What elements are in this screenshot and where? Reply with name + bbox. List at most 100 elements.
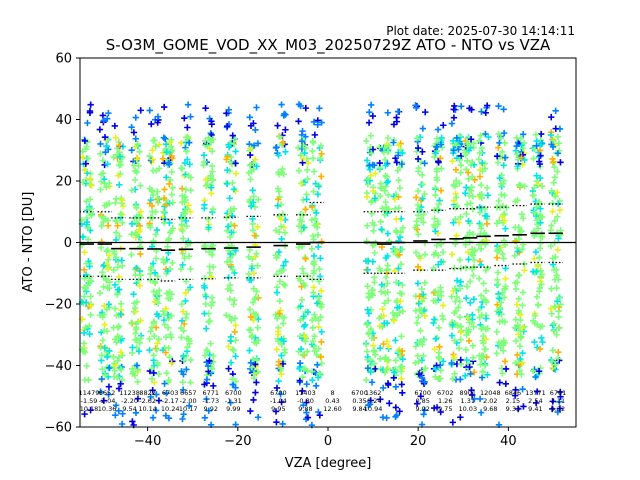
data-point [274, 202, 281, 210]
data-point [314, 191, 322, 198]
data-point [99, 366, 106, 373]
data-point [420, 352, 427, 360]
data-point [457, 323, 465, 330]
data-point [457, 152, 465, 160]
data-point [554, 408, 561, 416]
data-point [422, 108, 429, 116]
data-point [274, 328, 282, 335]
data-point [502, 275, 509, 282]
data-point [466, 278, 474, 285]
data-point [316, 273, 324, 280]
data-point [272, 311, 279, 318]
data-point [462, 346, 470, 354]
annotation-text: 12048 [480, 389, 501, 397]
data-point [79, 233, 87, 241]
data-point [179, 378, 187, 386]
data-point [134, 366, 142, 373]
data-point [368, 198, 375, 206]
data-point [133, 204, 140, 212]
data-point [231, 315, 239, 322]
data-point [302, 144, 309, 152]
data-point [439, 312, 446, 320]
data-point [451, 285, 459, 292]
data-point [128, 319, 135, 326]
data-point [202, 300, 209, 308]
data-point [81, 410, 88, 418]
data-point [363, 238, 370, 245]
data-point [553, 266, 560, 274]
data-point [105, 256, 112, 263]
data-point [539, 338, 546, 346]
data-point [466, 229, 473, 236]
data-point [499, 289, 506, 296]
data-point [315, 243, 322, 251]
annotation-text: -2.20 [121, 397, 138, 405]
data-point [184, 101, 192, 108]
data-point [146, 346, 153, 354]
data-point [552, 193, 559, 200]
data-point [463, 356, 470, 364]
data-point [162, 141, 170, 148]
data-point [249, 299, 257, 306]
annotation-text: 9.84 [352, 405, 366, 413]
data-point [514, 248, 521, 255]
data-point [431, 153, 438, 161]
data-point [309, 324, 317, 332]
data-point [119, 352, 126, 359]
data-point [82, 271, 90, 278]
data-point [431, 215, 438, 222]
data-point [516, 182, 524, 189]
data-point [482, 109, 489, 117]
data-point [519, 349, 526, 357]
data-point [119, 410, 126, 417]
data-point [511, 252, 518, 259]
data-point [453, 232, 460, 239]
data-point [301, 333, 308, 340]
data-point [393, 215, 400, 223]
data-point [535, 198, 543, 206]
data-point [379, 306, 386, 313]
data-point [162, 135, 169, 143]
data-point [395, 204, 403, 212]
annotation-text: 6700 [225, 389, 242, 397]
data-point [164, 378, 172, 386]
data-point [250, 269, 258, 277]
bin-annotation: 6700-1.049.95 [270, 389, 287, 413]
data-point [152, 255, 160, 262]
data-point [103, 248, 110, 255]
y-axis-label: ATO - NTO [DU] [21, 192, 36, 293]
data-point [179, 227, 186, 235]
data-point [184, 344, 191, 351]
data-point [178, 165, 186, 172]
data-point [187, 208, 194, 215]
data-point [364, 222, 371, 230]
data-point [149, 260, 157, 267]
data-point [365, 401, 372, 409]
data-point [99, 337, 106, 344]
data-point [530, 155, 537, 162]
data-point [456, 180, 463, 187]
data-point [311, 311, 318, 318]
data-point [131, 372, 139, 379]
data-point [417, 393, 425, 400]
data-point [557, 388, 564, 396]
data-point [434, 126, 442, 133]
data-point [133, 264, 140, 272]
data-point [314, 121, 321, 128]
data-point [81, 293, 88, 300]
data-point [97, 140, 104, 148]
data-point [556, 398, 563, 405]
data-point [273, 289, 281, 296]
data-point [451, 183, 459, 190]
data-point [433, 143, 440, 151]
data-point [480, 332, 487, 340]
annotation-text: 3.11 [551, 397, 565, 405]
data-point [248, 364, 256, 371]
data-point [281, 349, 289, 356]
data-point [500, 162, 507, 169]
data-point [465, 337, 473, 345]
data-point [133, 362, 141, 369]
data-point [414, 144, 422, 152]
